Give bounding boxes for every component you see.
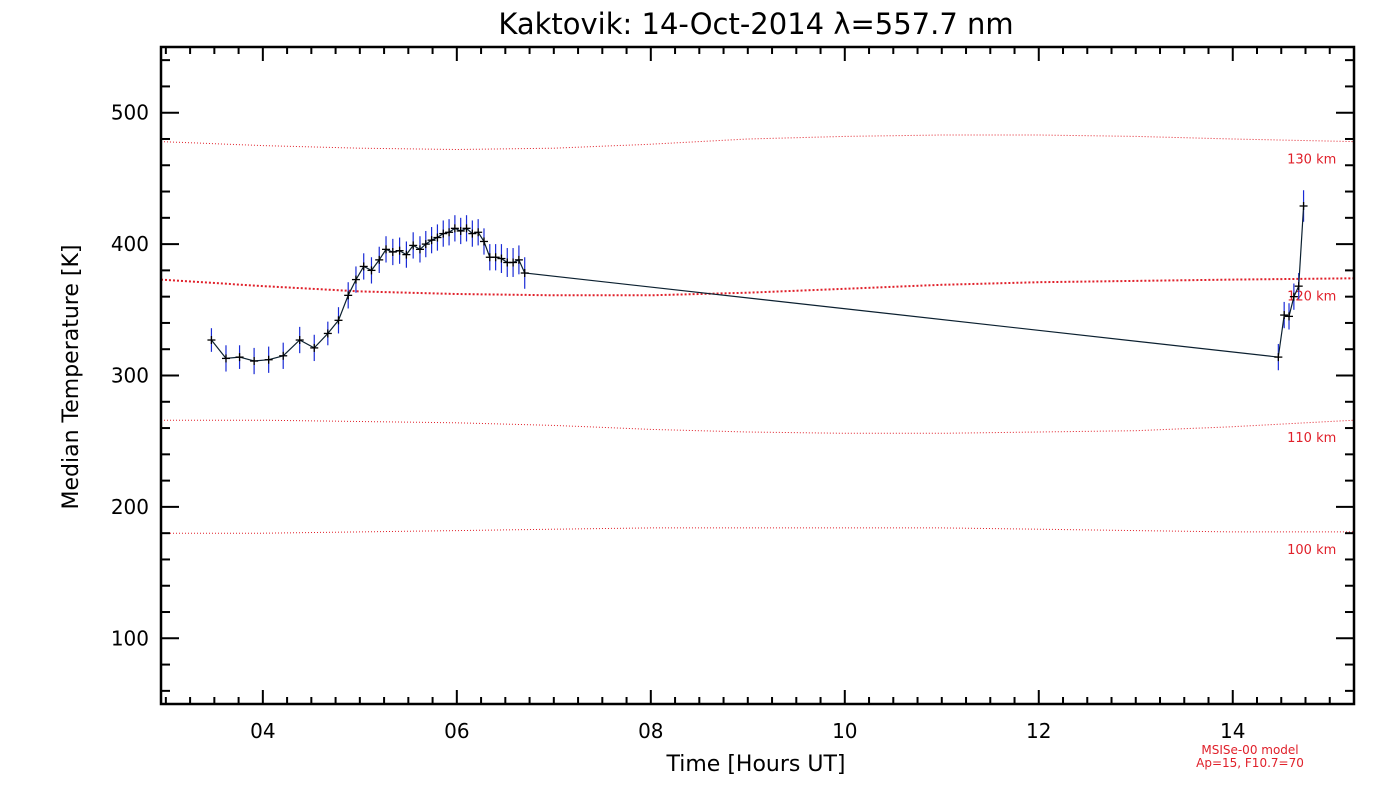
model-curve [161, 527, 1354, 534]
data-point [359, 262, 368, 271]
data-point [388, 247, 397, 256]
x-tick-label: 08 [638, 719, 663, 743]
error-bars [210, 190, 1305, 375]
y-tick-label: 400 [111, 232, 149, 256]
model-curve [161, 419, 1355, 434]
data-point [295, 336, 304, 345]
data-point [334, 316, 343, 325]
x-tick-label: 14 [1220, 719, 1245, 743]
model-curve [160, 134, 1355, 151]
data-point [462, 224, 471, 233]
data-point [415, 245, 424, 254]
model-curve-label: 110 km [1287, 431, 1336, 446]
data-point [250, 357, 259, 366]
data-point [514, 255, 523, 264]
model-curves: 130 km 120 km 110 km 100 km [160, 134, 1355, 558]
data-point [221, 354, 230, 363]
data-point [264, 355, 273, 364]
data-point [235, 353, 244, 362]
data-point [395, 246, 404, 255]
axis-ticks [161, 47, 1355, 704]
model-curve-label: 120 km [1287, 289, 1336, 304]
y-tick-label: 200 [111, 495, 149, 519]
data-point [323, 329, 332, 338]
data-point [491, 253, 500, 262]
x-tick-label: 04 [250, 719, 275, 743]
data-point [1289, 292, 1298, 301]
x-tick-label: 06 [444, 719, 469, 743]
data-point [421, 240, 430, 249]
axis-tick-labels: 04 06 08 10 12 14 100 200 300 400 500 [111, 101, 1246, 743]
plot-frame [159, 45, 1356, 706]
data-point [382, 245, 391, 254]
x-axis-label: Time [Hours UT] [666, 752, 846, 777]
data-point [1274, 353, 1283, 362]
data-point [456, 226, 465, 235]
y-tick-label: 500 [111, 101, 149, 125]
y-tick-label: 300 [111, 364, 149, 388]
x-tick-label: 10 [832, 719, 857, 743]
y-tick-label: 100 [111, 626, 149, 650]
y-axis-label: Median Temperature [K] [59, 245, 84, 510]
data-point [402, 250, 411, 259]
data-point [427, 236, 436, 245]
data-point [509, 258, 518, 267]
data-point [344, 291, 353, 300]
data-point [445, 228, 454, 237]
data-point [497, 254, 506, 263]
data-point [433, 233, 442, 242]
data-point [1299, 201, 1308, 210]
model-curve [160, 277, 1355, 297]
data-point [279, 351, 288, 360]
data-point [1285, 312, 1294, 321]
chart-title: Kaktovik: 14-Oct-2014 λ=557.7 nm [498, 7, 1013, 41]
data-point [479, 237, 488, 246]
data-point [409, 241, 418, 250]
data-point [207, 336, 216, 345]
x-tick-label: 12 [1026, 719, 1051, 743]
data-point [520, 269, 529, 278]
data-point [1294, 282, 1303, 291]
model-curve-label: 100 km [1287, 543, 1336, 558]
model-curve-label: 130 km [1287, 153, 1336, 168]
model-annotation-line-1: MSISe-00 model [1201, 743, 1298, 757]
data-series-line [210, 205, 1305, 362]
data-markers [207, 201, 1308, 366]
data-point [439, 229, 448, 238]
data-point [450, 224, 459, 233]
data-point [474, 228, 483, 237]
data-point [310, 343, 319, 352]
data-point [351, 275, 360, 284]
data-point [468, 229, 477, 238]
model-annotation-line-2: Ap=15, F10.7=70 [1196, 756, 1304, 770]
data-point [1280, 311, 1289, 320]
data-point [367, 266, 376, 275]
data-point [375, 255, 384, 264]
